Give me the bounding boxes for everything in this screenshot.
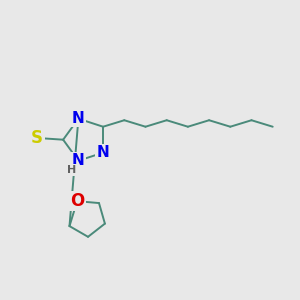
Text: N: N [72, 153, 85, 168]
Text: O: O [70, 192, 84, 210]
Text: S: S [31, 129, 43, 147]
Text: H: H [67, 165, 76, 175]
Text: N: N [72, 111, 85, 126]
Text: N: N [97, 145, 110, 160]
